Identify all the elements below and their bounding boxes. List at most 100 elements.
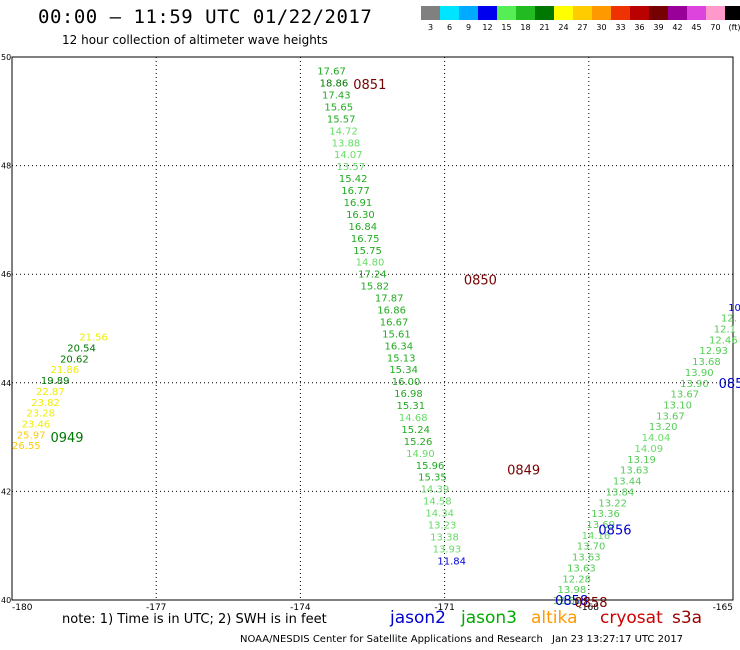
wave-height-label: 21.56 [79,333,108,344]
legend-label: 12 [482,23,493,32]
wave-height-label: 15.42 [339,174,368,185]
x-tick-label: -174 [290,603,311,613]
wave-height-label: 12.46 [709,335,738,346]
wave-height-label: 13.44 [613,477,642,488]
wave-height-label: 20.54 [67,344,96,355]
wave-height-label: 15.26 [404,437,433,448]
legend-label: 3 [427,23,434,32]
wave-height-label: 14.09 [634,444,663,455]
wave-height-label: 14.16 [582,531,611,542]
wave-height-label: 13.98 [558,585,587,596]
wave-height-label: 13.68 [692,357,721,368]
legend-swatch [668,6,687,20]
legend-swatch [611,6,630,20]
pass-time-label: 0949 [50,431,83,446]
wave-height-label: 15.13 [387,353,416,364]
wave-height-label: 16.84 [348,222,377,233]
y-tick-label: 50 [1,53,11,62]
y-tick-label: 48 [1,162,11,171]
wave-height-label: 16.00 [392,377,421,388]
wave-height-label: 14.04 [642,433,671,444]
wave-height-label: 16.98 [394,389,423,400]
wave-height-label: 13.57 [336,162,365,173]
wave-height-label: 13.93 [433,544,462,555]
satellite-label-cryosat: cryosat [600,608,663,628]
x-tick-label: -177 [146,603,166,613]
wave-height-label: 13.69 [586,520,615,531]
wave-height-label: 13.67 [671,390,700,401]
wave-height-label: 13.20 [649,422,678,433]
wave-height-label: 13.67 [656,411,685,422]
wave-height-label: 16.91 [344,198,373,209]
y-tick-label: 44 [1,379,11,388]
page-title: 00:00 – 11:59 UTC 01/22/2017 [38,6,373,28]
footer-note: note: 1) Time is in UTC; 2) SWH is in fe… [62,612,327,627]
wave-height-label: 17.43 [322,90,351,101]
y-tick-label: 40 [1,596,11,605]
wave-height-label: 14.72 [329,126,358,137]
pass-time-label: 0858 [574,596,607,611]
wave-height-label: 20.62 [60,354,89,365]
legend-swatch [440,6,459,20]
wave-height-label: 11.84 [437,556,466,567]
legend-swatch [706,6,725,20]
pass-time-label: 0851 [353,78,386,93]
wave-height-label: 13.90 [680,379,709,390]
wave-height-label: 12.93 [699,346,728,357]
timestamp-text: Jan 23 13:27:17 UTC 2017 [552,634,684,645]
pass-time-label: 0856 [598,523,631,538]
wave-height-label: 15.57 [327,114,356,125]
legend-swatch [573,6,592,20]
legend-label: 36 [634,23,645,32]
wave-height-label: 10 [728,303,740,314]
satellite-label-jason3: jason3 [461,608,517,628]
wave-height-label: 23.46 [22,420,51,431]
legend-label: 21 [539,23,550,32]
wave-height-label: 16.34 [385,341,414,352]
wave-height-label: 12. [721,314,737,325]
satellite-label-jason2: jason2 [390,608,446,628]
wave-height-label: 23.82 [31,398,60,409]
wave-height-label: 13.63 [567,563,596,574]
x-tick-label: -165 [713,603,733,613]
wave-height-label: 16.77 [341,186,370,197]
legend-label: 33 [615,23,626,32]
wave-height-label: 13.19 [627,455,656,466]
wave-height-label: 13.10 [663,401,692,412]
legend-label: 18 [520,23,531,32]
legend-label: 70 [710,23,721,32]
wave-height-label: 16.86 [377,305,406,316]
wave-height-label: 13.70 [577,542,606,553]
legend-label: 6 [446,23,453,32]
wave-height-label: 13.90 [685,368,714,379]
legend-label: 15 [501,23,512,32]
wave-height-label: 13.88 [332,138,361,149]
wave-height-label: 13.38 [430,532,459,543]
wave-height-label: 15.75 [353,246,382,257]
wave-height-label: 14.80 [356,258,385,269]
credit-text: NOAA/NESDIS Center for Satellite Applica… [240,634,543,645]
wave-height-label: 14.68 [399,413,428,424]
wave-height-label: 15.34 [389,365,418,376]
page-subtitle: 12 hour collection of altimeter wave hei… [62,33,328,47]
legend-swatch [478,6,497,20]
pass-time-label: 0849 [507,464,540,479]
wave-height-label: 13.84 [606,487,635,498]
wave-height-label: 16.67 [380,317,409,328]
wave-height-label: 14.39 [421,485,450,496]
wave-height-label: 12.1 [714,325,736,336]
wave-height-label: 14.58 [423,497,452,508]
wave-height-label: 18.86 [320,79,349,90]
wave-height-label: 13.23 [428,521,457,532]
legend-label: 45 [691,23,702,32]
wave-height-label: 16.75 [351,234,380,245]
pass-time-label: 0850 [464,274,497,289]
legend-swatch [687,6,706,20]
wave-height-label: 23.28 [26,409,55,420]
wave-height-label: 22.87 [36,387,65,398]
legend-swatch [649,6,668,20]
wave-height-label: 19.89 [41,376,70,387]
wave-height-label: 15.24 [401,425,430,436]
